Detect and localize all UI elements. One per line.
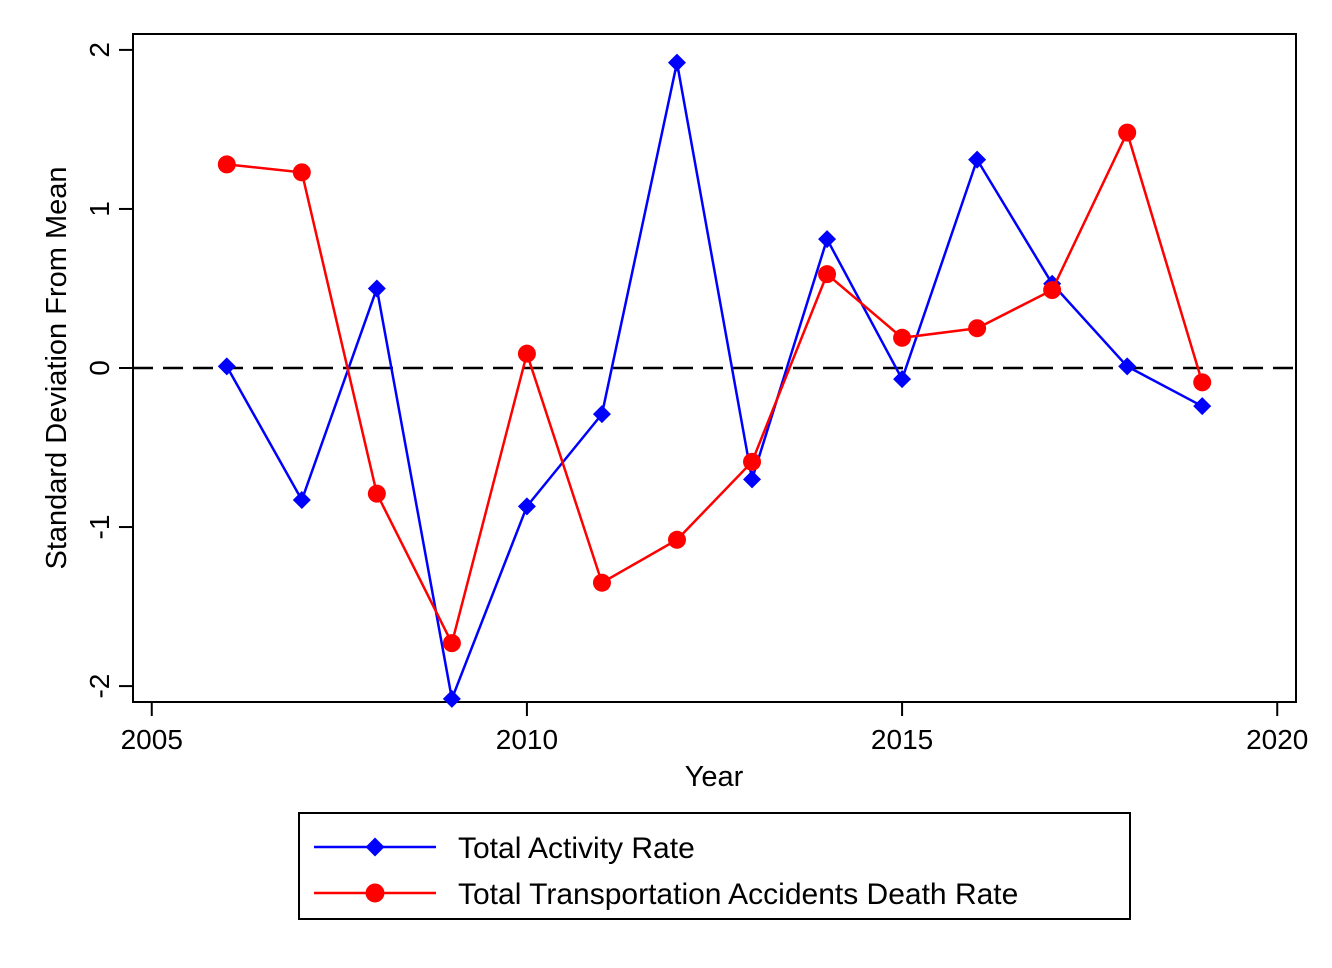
data-point (1043, 281, 1062, 300)
data-point (818, 265, 837, 284)
x-tick-label: 2020 (1246, 724, 1308, 755)
data-point (292, 163, 311, 182)
y-axis: -2 -1 0 1 2 (84, 42, 133, 699)
x-tick-label: 2005 (121, 724, 183, 755)
series-line (226, 129, 1204, 647)
legend: Total Activity Rate Total Transportation … (298, 812, 1131, 920)
x-axis: 2005 2010 2015 2020 (121, 702, 1308, 755)
data-point (367, 279, 386, 298)
data-point (818, 230, 837, 249)
legend-label: Total Activity Rate (458, 832, 695, 865)
series-2 (217, 123, 1212, 653)
data-point (442, 689, 461, 708)
data-point (517, 344, 536, 363)
data-point (893, 370, 912, 389)
data-point (292, 491, 311, 510)
data-point (667, 530, 686, 549)
data-point (442, 634, 461, 653)
y-tick-label: -2 (84, 674, 115, 699)
legend-item: Total Transportation Accidents Death Rat… (314, 878, 1018, 911)
data-point (1193, 373, 1212, 392)
data-point (217, 357, 236, 376)
x-tick-label: 2015 (871, 724, 933, 755)
data-point (968, 319, 987, 338)
legend-item: Total Activity Rate (314, 832, 695, 865)
y-tick-label: 1 (84, 201, 115, 217)
legend-marker (365, 883, 385, 903)
data-point (592, 405, 611, 424)
data-point (1118, 357, 1137, 376)
series-line (225, 62, 1203, 704)
legend-frame (298, 812, 1131, 920)
y-axis-title: Standard Deviation From Mean (41, 167, 73, 570)
series-layer (217, 53, 1212, 708)
data-point (743, 470, 762, 489)
data-point (1193, 397, 1212, 416)
x-tick-label: 2010 (496, 724, 558, 755)
legend-label: Total Transportation Accidents Death Rat… (458, 878, 1018, 911)
y-tick-label: 2 (84, 42, 115, 58)
series-1 (217, 53, 1212, 708)
y-tick-label: 0 (84, 360, 115, 376)
legend-marker (365, 837, 385, 857)
data-point (893, 328, 912, 347)
data-point (367, 484, 386, 503)
data-point (217, 155, 236, 174)
data-point (1118, 123, 1137, 142)
y-tick-label: -1 (84, 515, 115, 540)
x-axis-title: Year (685, 761, 744, 793)
data-point (592, 573, 611, 592)
data-point (743, 452, 762, 471)
data-point (667, 53, 686, 72)
data-point (517, 497, 536, 516)
data-point (968, 150, 987, 169)
